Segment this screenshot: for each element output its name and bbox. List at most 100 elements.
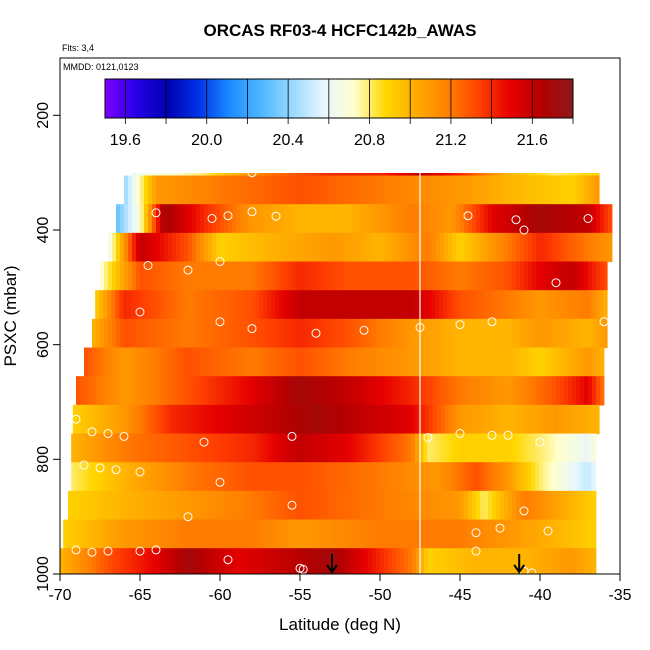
heat-cell (495, 462, 500, 492)
heat-cell (112, 347, 117, 377)
heat-cell (452, 376, 457, 406)
heat-cell (420, 376, 425, 406)
heat-cell (76, 548, 81, 574)
heat-cell (192, 261, 197, 291)
heat-cell (240, 490, 245, 521)
heat-cell (528, 548, 533, 574)
heat-cell (476, 548, 481, 574)
heat-cell (395, 519, 400, 549)
heat-cell (247, 433, 252, 463)
heat-cell (283, 462, 288, 492)
heat-cell (176, 204, 181, 234)
heat-cell (400, 261, 405, 291)
heat-cell (272, 548, 277, 574)
heat-cell (495, 519, 500, 549)
heat-cell (408, 232, 413, 263)
colorbar-swatch (403, 79, 406, 118)
heat-cell (260, 376, 265, 406)
heat-cell (560, 318, 565, 349)
heat-cell (528, 376, 533, 406)
heat-cell (547, 433, 552, 463)
heat-cell (264, 175, 269, 205)
heat-cell (440, 318, 445, 349)
heat-cell (472, 376, 477, 406)
heat-cell (292, 232, 297, 263)
heat-cell (204, 261, 209, 291)
heat-cell (163, 462, 168, 492)
heat-cell (375, 290, 380, 320)
heat-cell (375, 462, 380, 492)
heat-cell (496, 347, 501, 377)
heat-cell (408, 490, 413, 521)
colorbar-swatch (502, 79, 506, 118)
heat-cell (508, 548, 513, 574)
heat-cell (140, 376, 145, 406)
colorbar-swatch (524, 79, 527, 118)
heat-cell (388, 548, 393, 574)
colorbar-swatch (284, 79, 287, 118)
heat-cell (392, 175, 397, 205)
flights-note: Flts: 3,4 (62, 43, 94, 53)
heat-cell (160, 261, 165, 291)
colorbar-swatch (461, 79, 465, 118)
heat-cell (79, 519, 84, 549)
heat-cell (400, 404, 406, 435)
heat-cell (307, 290, 312, 320)
heat-cell (80, 376, 85, 406)
heat-cell (135, 519, 140, 549)
heat-cell (260, 404, 266, 435)
heat-cell (404, 204, 409, 234)
heat-cell (176, 548, 181, 574)
heat-cell (543, 462, 548, 492)
heat-cell (108, 261, 113, 291)
heat-cell (380, 347, 385, 377)
heat-cell (424, 404, 430, 435)
heat-cell (547, 290, 552, 320)
heat-cell (440, 204, 445, 234)
heat-cell (256, 261, 261, 291)
heat-cell (136, 204, 141, 234)
heat-cell (280, 204, 285, 234)
heat-cell (328, 261, 333, 291)
heat-cell (543, 290, 548, 320)
colorbar-swatch (220, 79, 223, 118)
colorbar-swatch (559, 79, 562, 118)
heat-cell (304, 204, 309, 234)
heat-cell (272, 232, 277, 263)
heat-cell (392, 404, 398, 435)
colorbar-swatch (465, 79, 469, 118)
heat-cell (216, 490, 221, 521)
heat-cell (140, 318, 145, 349)
heat-cell (119, 519, 124, 549)
heat-cell (380, 261, 385, 291)
heat-cell (559, 519, 564, 549)
heat-cell (244, 376, 249, 406)
heat-cell (260, 548, 265, 574)
heat-cell (344, 404, 350, 435)
heat-cell (556, 347, 561, 377)
colorbar-swatch (446, 79, 449, 118)
heat-cell (335, 290, 340, 320)
heat-cell (439, 433, 444, 463)
heat-cell (251, 433, 256, 463)
heat-cell (220, 376, 225, 406)
heat-cell (575, 290, 580, 320)
heat-cell (336, 548, 341, 574)
heat-cell (279, 462, 284, 492)
heat-cell (323, 462, 328, 492)
heat-cell (119, 462, 124, 492)
heat-cell (536, 175, 541, 205)
heat-cell (508, 490, 513, 521)
colorbar-swatch (530, 79, 533, 118)
heat-cell (148, 204, 153, 234)
heat-cell (412, 548, 417, 574)
heat-cell (591, 519, 596, 549)
heat-cell (487, 433, 492, 463)
heat-cell (308, 261, 313, 291)
heat-cell (172, 376, 177, 406)
heat-cell (452, 548, 457, 574)
heat-cell (539, 290, 544, 320)
heat-cell (572, 175, 577, 205)
heat-cell (219, 519, 224, 549)
heat-cell (304, 404, 310, 435)
